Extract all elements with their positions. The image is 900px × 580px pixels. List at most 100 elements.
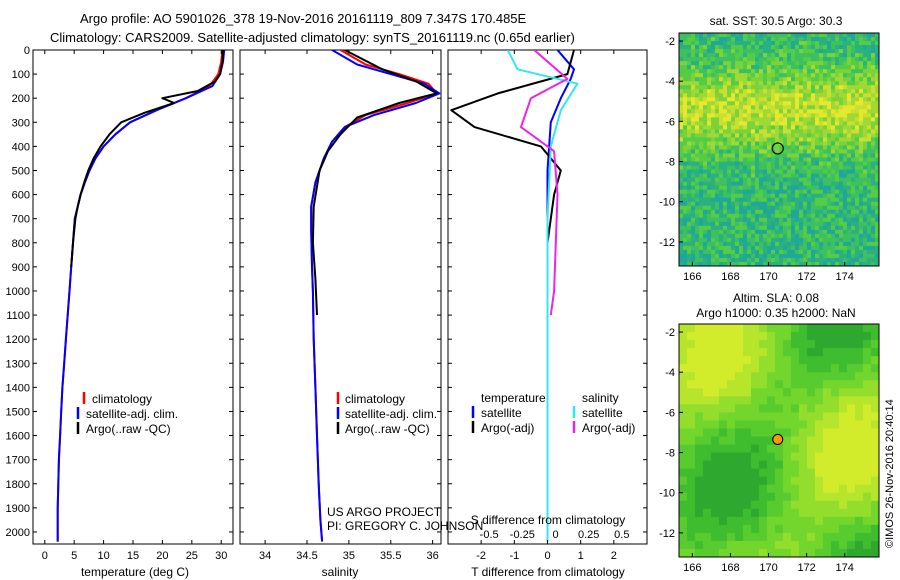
map-cell xyxy=(803,249,808,255)
map-cell xyxy=(679,492,688,502)
map-cell xyxy=(687,241,692,247)
map-cell xyxy=(691,173,696,179)
map-cell xyxy=(815,109,820,114)
map-cell xyxy=(815,165,820,171)
map-cell xyxy=(695,85,700,90)
map-cell xyxy=(691,125,696,131)
map-cell xyxy=(743,177,748,183)
figure-title-line2: Climatology: CARS2009. Satellite-adjuste… xyxy=(50,30,575,45)
map-cell xyxy=(819,133,824,139)
map-cell xyxy=(759,460,768,470)
map-cell xyxy=(791,348,800,357)
map-cell xyxy=(751,500,760,510)
map-cell xyxy=(727,404,736,413)
map-cell xyxy=(791,89,796,94)
map-cell xyxy=(727,420,736,430)
map-cell xyxy=(791,225,796,231)
map-cell xyxy=(727,77,732,82)
map-cell xyxy=(679,428,688,438)
map-cell xyxy=(775,213,780,219)
map-cell xyxy=(875,109,879,114)
map-cell xyxy=(699,129,704,135)
map-cell xyxy=(843,113,848,118)
map-cell xyxy=(779,73,784,78)
map-cell xyxy=(707,201,712,207)
map-cell xyxy=(743,61,748,66)
map-cell xyxy=(823,205,828,211)
map-cell xyxy=(871,121,876,126)
map-cell xyxy=(859,145,864,151)
map-cell xyxy=(683,33,688,38)
map-cell xyxy=(799,460,808,470)
map-cell xyxy=(827,241,832,247)
map-cell xyxy=(759,229,764,235)
map-cell xyxy=(715,85,720,90)
difference-x-tick-label: 1 xyxy=(578,550,584,562)
depth-tick-label: 1500 xyxy=(6,406,30,418)
map-cell xyxy=(863,348,872,357)
map-cell xyxy=(695,161,700,167)
map-cell xyxy=(787,153,792,159)
map-cell xyxy=(815,173,820,179)
map-cell xyxy=(799,185,804,191)
map-cell xyxy=(867,185,872,191)
map-cell xyxy=(795,109,800,114)
map-cell xyxy=(811,257,816,263)
map-cell xyxy=(747,205,752,211)
map-cell xyxy=(847,137,852,143)
map-cell xyxy=(679,257,684,263)
map-cell xyxy=(791,532,800,542)
map-cell xyxy=(751,97,756,102)
map-cell xyxy=(703,57,708,62)
map-cell xyxy=(679,53,684,58)
map-cell xyxy=(735,141,740,147)
map-cell xyxy=(703,324,712,333)
map-cell xyxy=(715,181,720,187)
map-cell xyxy=(839,221,844,227)
map-cell xyxy=(791,169,796,175)
map-cell xyxy=(751,484,760,494)
map-cell xyxy=(803,177,808,183)
map-cell xyxy=(787,241,792,247)
map-cell xyxy=(759,237,764,243)
map-cell xyxy=(779,201,784,207)
map-cell xyxy=(683,237,688,243)
map-cell xyxy=(767,169,772,175)
map-cell xyxy=(779,225,784,231)
map-cell xyxy=(719,77,724,82)
map-cell xyxy=(755,77,760,82)
map-cell xyxy=(791,65,796,70)
map-cell xyxy=(807,372,816,381)
map-cell xyxy=(779,173,784,179)
map-cell xyxy=(847,241,852,247)
map-cell xyxy=(799,261,804,266)
map-cell xyxy=(763,173,768,179)
map-cell xyxy=(683,213,688,219)
map-cell xyxy=(831,340,840,349)
map-cell xyxy=(779,53,784,58)
map-cell xyxy=(763,129,768,135)
map-cell xyxy=(767,492,776,502)
map-cell xyxy=(687,165,692,171)
map-cell xyxy=(827,237,832,243)
map-cell xyxy=(847,404,856,413)
map-cell xyxy=(791,245,796,251)
map-cell xyxy=(723,221,728,227)
map-cell xyxy=(775,189,780,195)
depth-tick-label: 1300 xyxy=(6,358,30,370)
map-cell xyxy=(703,65,708,70)
map-cell xyxy=(695,117,700,122)
map-cell xyxy=(875,245,879,251)
map-cell xyxy=(759,73,764,78)
map-cell xyxy=(779,81,784,86)
map-cell xyxy=(807,412,816,422)
map-cell xyxy=(679,245,684,251)
map-cell xyxy=(831,77,836,82)
map-cell xyxy=(743,500,752,510)
map-cell xyxy=(735,324,744,333)
map-cell xyxy=(871,85,876,90)
map-cell xyxy=(711,177,716,183)
map-cell xyxy=(719,492,728,502)
map-cell xyxy=(847,508,856,518)
map-cell xyxy=(727,33,732,38)
